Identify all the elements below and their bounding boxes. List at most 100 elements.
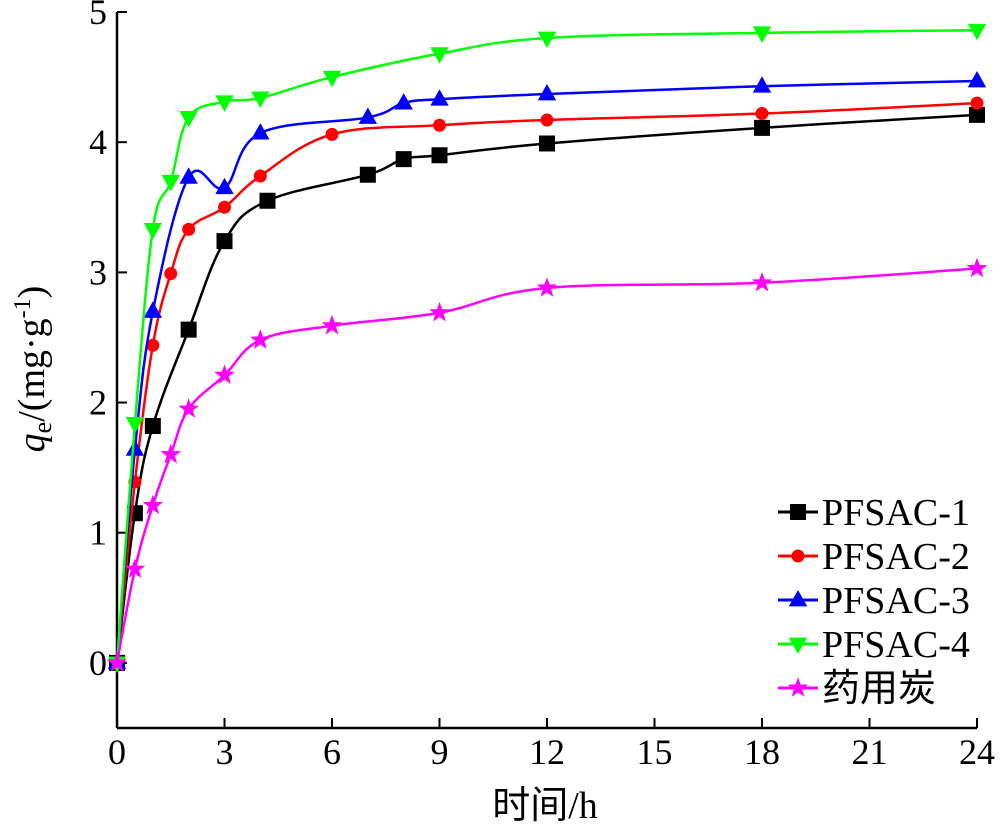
x-tick-label: 0 (108, 732, 126, 772)
data-point (124, 558, 146, 578)
series-line (115, 79, 978, 664)
data-point (321, 314, 343, 335)
data-point (431, 147, 448, 164)
legend-label: PFSAC-4 (822, 624, 970, 666)
x-tick-label: 9 (431, 732, 449, 772)
data-point (754, 119, 770, 136)
x-tick-label: 6 (323, 732, 341, 772)
data-point (214, 364, 235, 384)
data-point (433, 118, 446, 132)
series-line (115, 28, 978, 664)
data-point (125, 416, 145, 434)
data-point (146, 338, 160, 352)
data-point (537, 31, 557, 49)
data-point (322, 70, 342, 88)
data-point (539, 135, 555, 152)
data-point (325, 127, 339, 141)
data-point (969, 106, 985, 123)
data-point (430, 89, 449, 106)
x-tick-label: 24 (959, 732, 995, 772)
x-tick-label: 21 (852, 732, 888, 772)
data-point (106, 652, 128, 672)
data-point (429, 301, 450, 322)
data-point (751, 271, 773, 292)
data-point (394, 93, 413, 110)
data-point (182, 222, 196, 236)
y-tick-label: 1 (89, 513, 107, 553)
data-point (161, 174, 180, 192)
legend-marker (788, 637, 808, 654)
y-tick-label: 0 (89, 643, 107, 683)
legend-marker (790, 504, 806, 520)
data-point (164, 267, 178, 281)
x-tick-label: 18 (744, 732, 780, 772)
series-line (115, 113, 978, 664)
data-point (215, 95, 234, 112)
data-point (540, 113, 554, 127)
y-axis-label: qe/(mg·g-1) (10, 286, 57, 453)
legend-marker (788, 590, 808, 607)
data-point (966, 257, 988, 278)
data-point (967, 70, 987, 88)
legend-item: PFSAC-1 (778, 492, 970, 534)
data-point (395, 151, 412, 168)
legend-label: PFSAC-1 (822, 492, 970, 534)
y-axis-label-symbol: q (11, 433, 53, 452)
data-point (755, 107, 769, 121)
series-line (115, 101, 978, 664)
data-point (259, 192, 276, 209)
y-axis-label-close: ) (11, 286, 53, 299)
legend-item: PFSAC-4 (778, 624, 970, 666)
data-point (143, 223, 163, 240)
legend-item: PFSAC-3 (778, 580, 970, 622)
data-point (752, 76, 772, 93)
legend-label: PFSAC-3 (822, 580, 970, 622)
data-point (215, 177, 234, 195)
plot-area (106, 23, 988, 673)
y-axis-label-subscript: e (28, 422, 57, 434)
data-point (250, 329, 271, 349)
data-point (251, 123, 270, 140)
data-point (430, 47, 449, 64)
series-5 (106, 257, 988, 672)
data-point (179, 167, 198, 184)
data-point (218, 200, 231, 214)
y-axis-label-superscript: -1 (10, 298, 36, 318)
y-axis-label-unit: /(mg·g (11, 318, 53, 421)
y-tick-label: 4 (89, 122, 107, 162)
y-tick-label: 2 (89, 383, 107, 423)
x-axis-label: 时间/h (492, 785, 598, 827)
series-2 (110, 96, 984, 670)
data-point (125, 439, 145, 456)
data-point (180, 321, 197, 338)
data-point (537, 84, 557, 101)
legend-item: PFSAC-2 (778, 536, 970, 578)
y-tick-label: 3 (89, 252, 107, 292)
data-point (160, 443, 182, 464)
data-point (752, 26, 772, 43)
legend-marker (791, 549, 805, 563)
data-point (216, 233, 233, 250)
data-point (178, 398, 199, 418)
legend-label: 药用炭 (822, 668, 936, 710)
legend-item: 药用炭 (778, 668, 936, 710)
data-point (970, 96, 984, 110)
series-4 (107, 23, 987, 673)
data-point (144, 417, 161, 434)
data-point (142, 494, 164, 515)
legend-label: PFSAC-2 (822, 536, 970, 578)
data-point (536, 277, 558, 297)
data-point (143, 301, 163, 318)
data-point (253, 169, 267, 183)
data-point (967, 23, 987, 41)
x-tick-label: 3 (216, 732, 234, 772)
y-tick-label: 5 (89, 0, 107, 32)
x-tick-label: 12 (529, 732, 565, 772)
x-tick-label: 15 (637, 732, 673, 772)
data-point (251, 91, 270, 108)
data-point (359, 166, 376, 183)
data-point (358, 107, 378, 124)
